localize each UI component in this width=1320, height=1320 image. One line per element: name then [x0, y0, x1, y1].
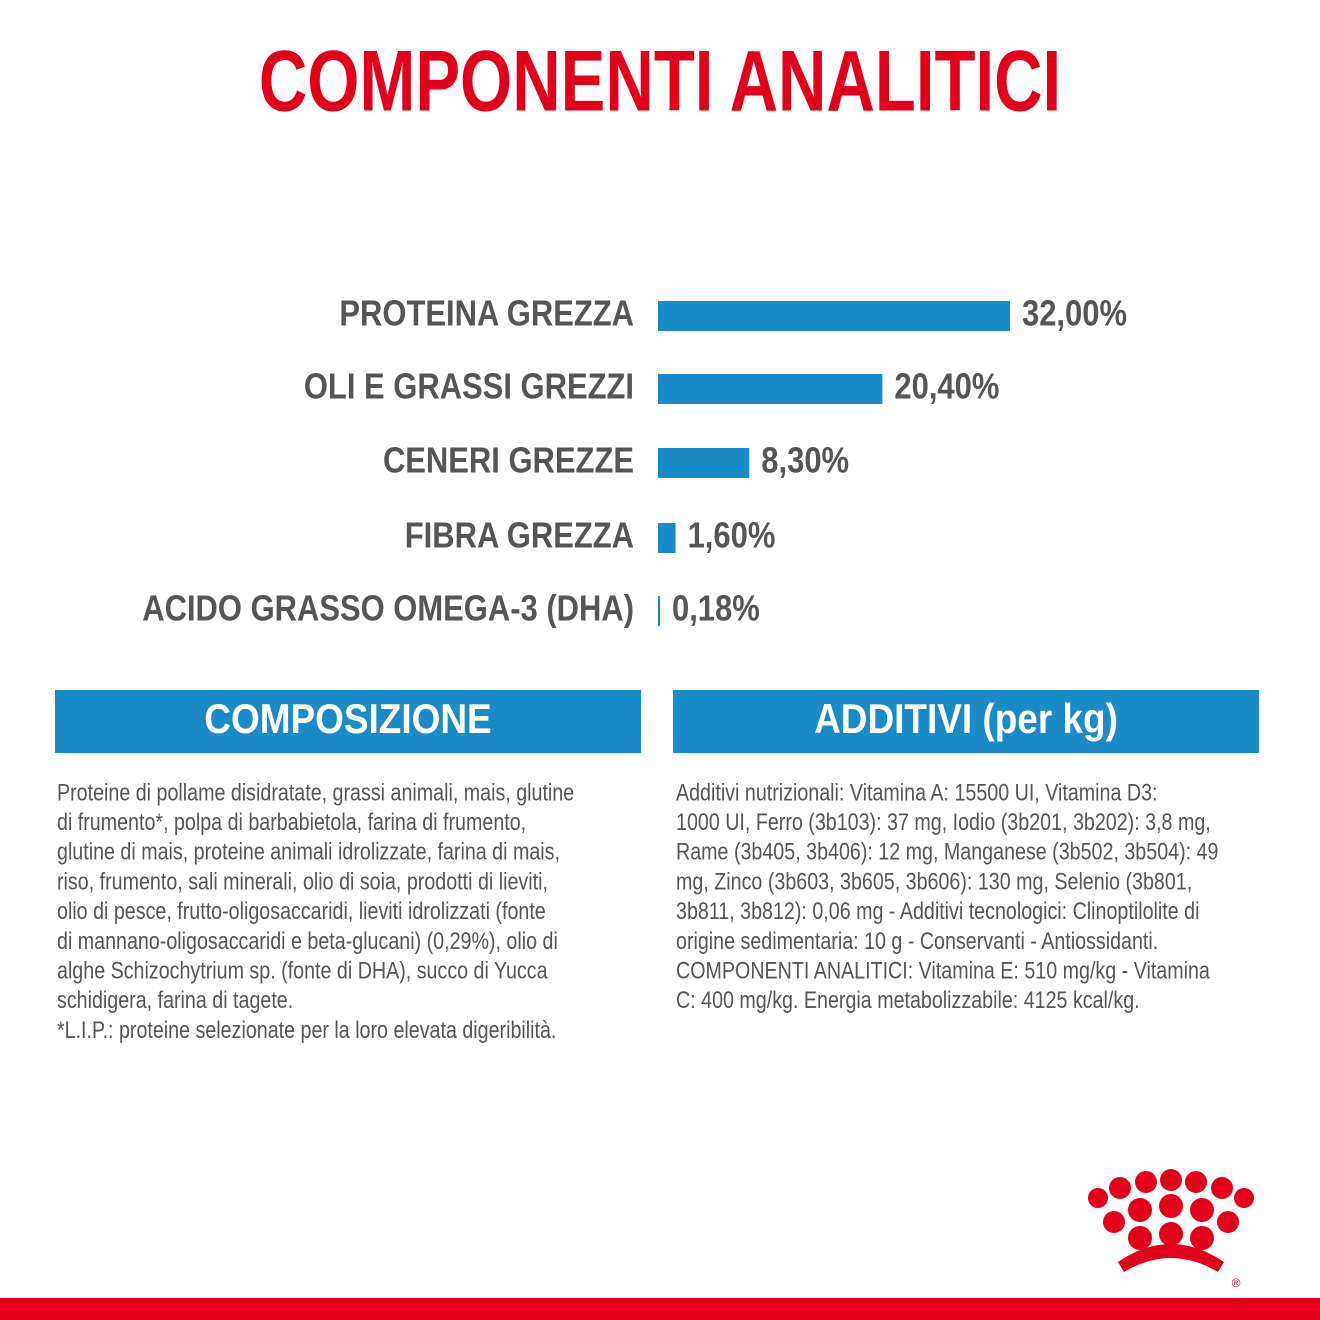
- body-text-line: di frumento*, polpa di barbabietola, far…: [57, 808, 526, 835]
- body-text-line: Rame (3b405, 3b406): 12 mg, Manganese (3…: [676, 838, 1218, 865]
- body-text-line: schidigera, farina di tagete.: [57, 986, 293, 1013]
- registered-mark: ®: [1232, 1276, 1241, 1290]
- value-label: 8,30%: [761, 441, 849, 481]
- bar: [658, 596, 660, 626]
- section-title: COMPOSIZIONE: [204, 696, 491, 743]
- chart-title: COMPONENTI ANALITICI: [259, 34, 1061, 130]
- composition-header-bg: [55, 690, 641, 753]
- footer-band: [0, 1298, 1320, 1320]
- additives-header-bg: [673, 690, 1259, 753]
- bar: [658, 448, 750, 478]
- body-text-line: COMPONENTI ANALITICI: Vitamina E: 510 mg…: [676, 957, 1211, 984]
- body-text-line: 1000 UI, Ferro (3b103): 37 mg, Iodio (3b…: [676, 808, 1211, 835]
- value-label: 0,18%: [672, 589, 760, 629]
- value-label: 20,40%: [894, 367, 999, 407]
- value-label: 32,00%: [1022, 294, 1127, 334]
- category-label: ACIDO GRASSO OMEGA-3 (DHA): [142, 589, 634, 629]
- body-text-line: di mannano-oligosaccaridi e beta-glucani…: [57, 927, 558, 954]
- value-label: 1,60%: [688, 516, 776, 556]
- category-label: PROTEINA GREZZA: [339, 294, 634, 334]
- body-text-line: alghe Schizochytrium sp. (fonte di DHA),…: [57, 957, 548, 984]
- body-text-line: *L.I.P.: proteine selezionate per la lor…: [57, 1016, 556, 1043]
- body-text-line: glutine di mais, proteine animali idroli…: [57, 838, 560, 865]
- body-text-line: olio di pesce, frutto-oligosaccaridi, li…: [57, 897, 546, 924]
- bar: [658, 301, 1010, 331]
- bar: [658, 523, 676, 553]
- body-text-line: 3b811, 3b812): 0,06 mg - Additivi tecnol…: [676, 897, 1199, 924]
- body-text-line: mg, Zinco (3b603, 3b605, 3b606): 130 mg,…: [676, 868, 1192, 895]
- body-text-line: C: 400 mg/kg. Energia metabolizzabile: 4…: [676, 986, 1140, 1013]
- category-label: OLI E GRASSI GREZZI: [304, 367, 634, 407]
- body-text-line: Additivi nutrizionali: Vitamina A: 15500…: [676, 778, 1157, 805]
- body-text-line: Proteine di pollame disidratate, grassi …: [57, 778, 574, 805]
- body-text-line: riso, frumento, sali minerali, olio di s…: [57, 868, 548, 895]
- logo: [1088, 1169, 1254, 1272]
- category-label: FIBRA GREZZA: [405, 516, 634, 556]
- section-title: ADDITIVI (per kg): [814, 696, 1118, 743]
- category-label: CENERI GREZZE: [383, 441, 634, 481]
- body-text-line: origine sedimentaria: 10 g - Conservanti…: [676, 927, 1158, 954]
- bar: [658, 374, 883, 404]
